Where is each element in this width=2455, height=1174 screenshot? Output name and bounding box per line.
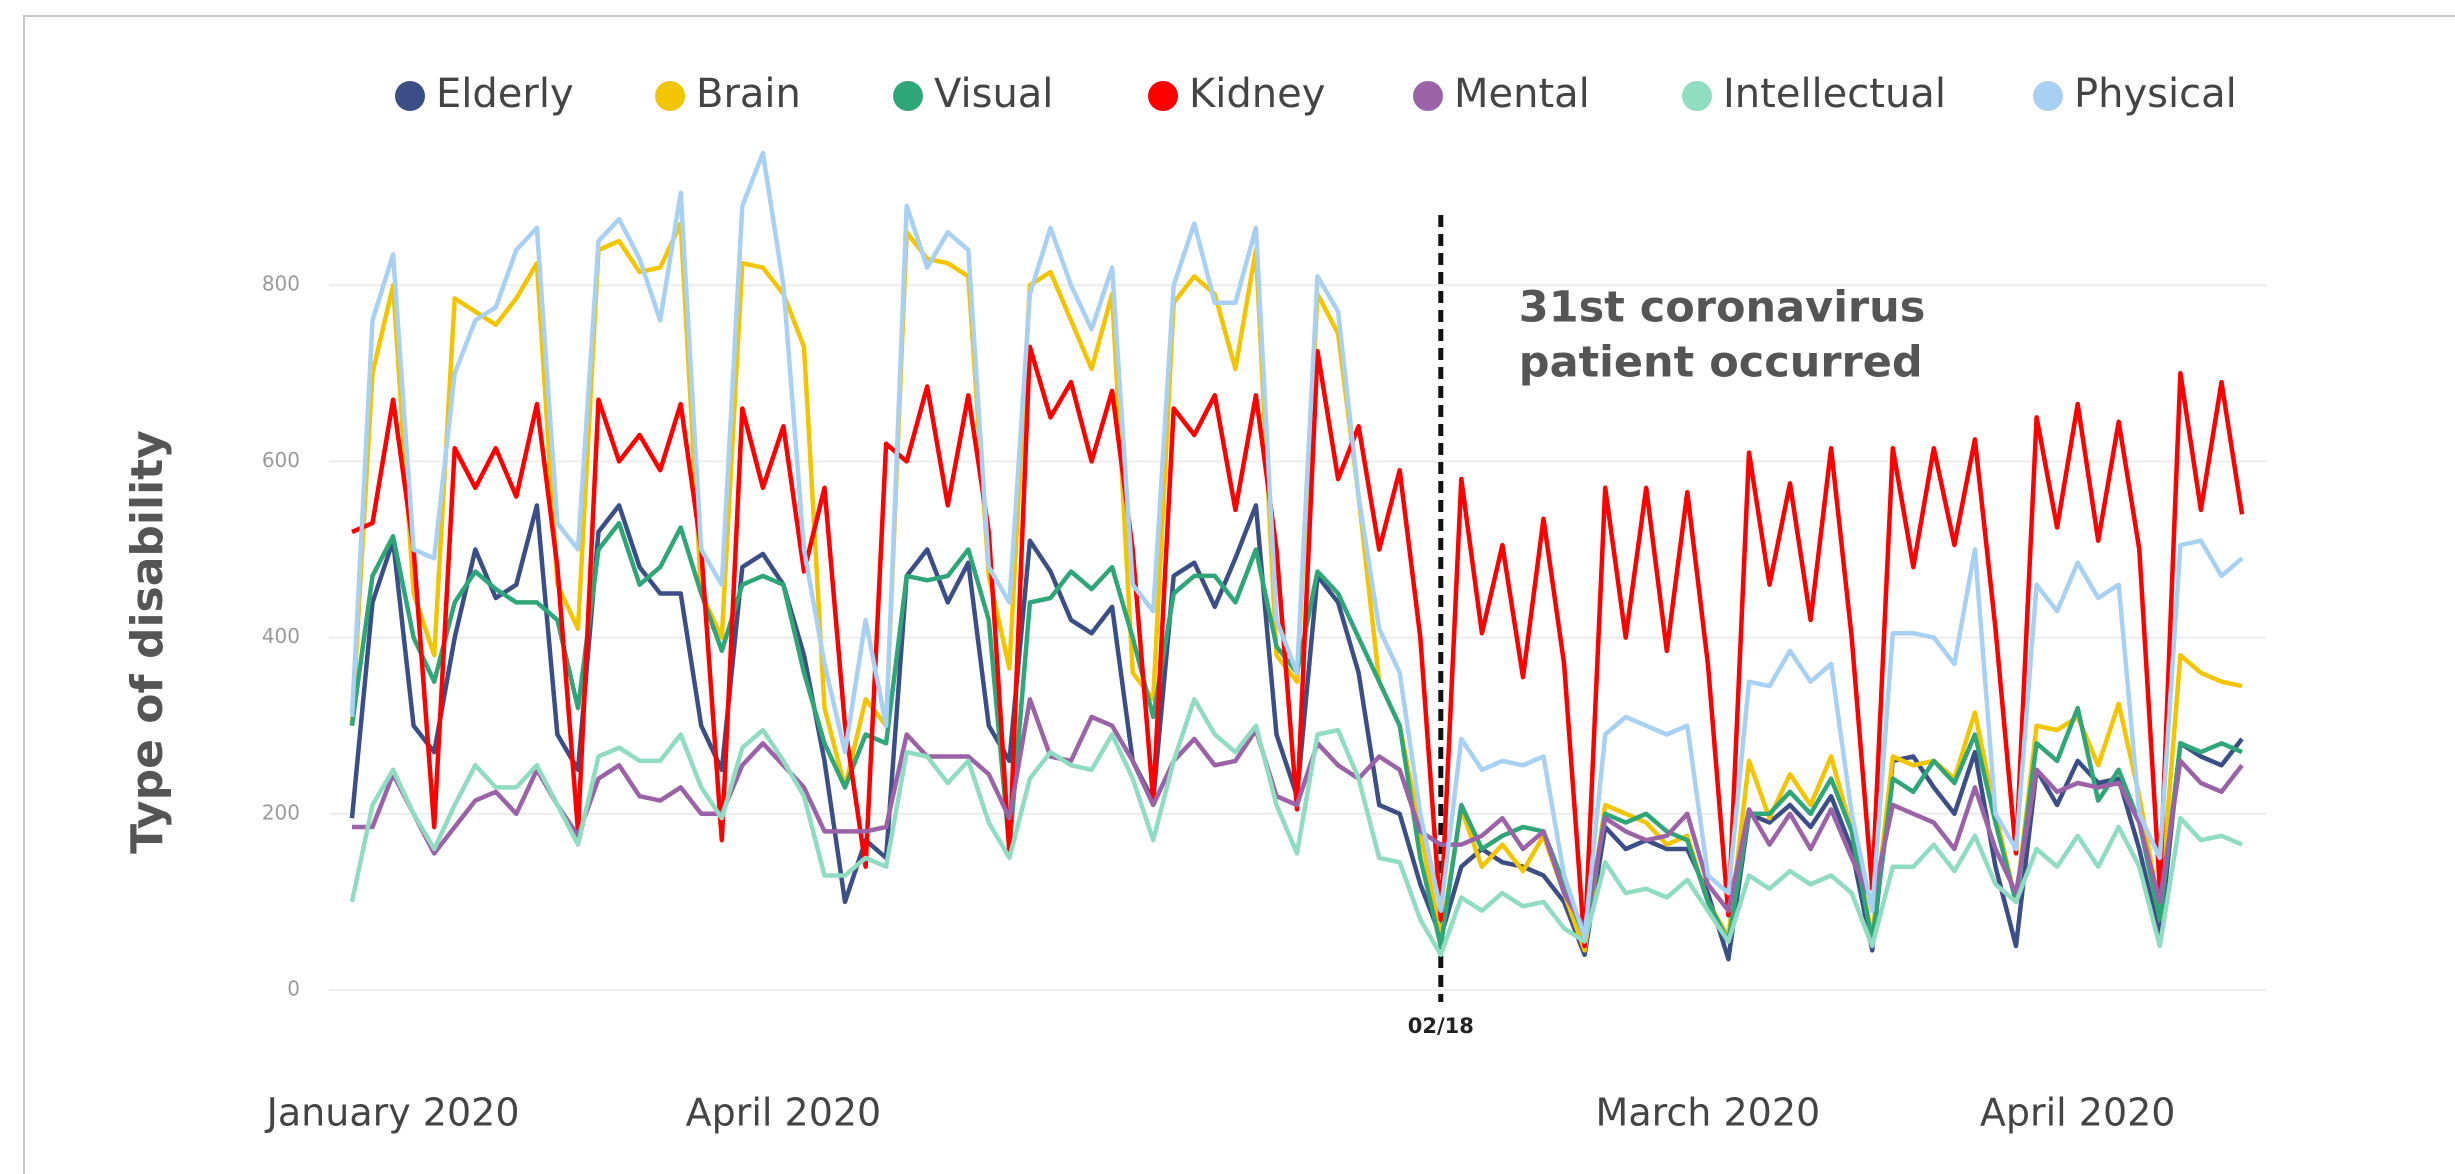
annotation: patient occurred [1519, 338, 1923, 388]
series-line [349, 150, 2244, 940]
legend-marker [893, 81, 923, 111]
y-tick-label: 600 [262, 448, 300, 472]
event-date-label: 02/18 [1408, 1014, 1474, 1038]
legend-label: Mental [1454, 71, 1590, 117]
x-tick-label: January 2020 [265, 1091, 520, 1135]
legend-marker [1682, 81, 1712, 111]
annotation: 31st coronavirus [1519, 283, 1926, 333]
y-axis-label: Type of disability [122, 430, 173, 854]
x-tick-label: April 2020 [686, 1091, 882, 1135]
legend-label: Brain [696, 71, 801, 117]
legend-marker [1413, 81, 1443, 111]
x-tick-label: April 2020 [1980, 1091, 2176, 1135]
legend-label: Kidney [1189, 71, 1325, 117]
legend-label: Elderly [436, 71, 574, 117]
series-line [352, 697, 2244, 931]
legend-label: Intellectual [1723, 71, 1946, 117]
frame [23, 15, 2455, 1174]
series-line [351, 344, 2245, 949]
y-tick-label: 800 [262, 272, 300, 296]
y-tick-label: 400 [262, 624, 300, 648]
legend-marker [655, 81, 685, 111]
y-tick-label: 200 [262, 800, 300, 824]
y-tick-label: 0 [287, 977, 300, 1001]
legend-marker [1148, 81, 1178, 111]
legend-label: Physical [2074, 71, 2237, 117]
series-line [349, 697, 2243, 958]
x-tick-label: March 2020 [1596, 1091, 1821, 1135]
legend-marker [2033, 81, 2063, 111]
legend-marker [395, 81, 425, 111]
series-line [349, 221, 2243, 953]
legend-label: Visual [934, 71, 1053, 117]
series-line [349, 520, 2243, 949]
